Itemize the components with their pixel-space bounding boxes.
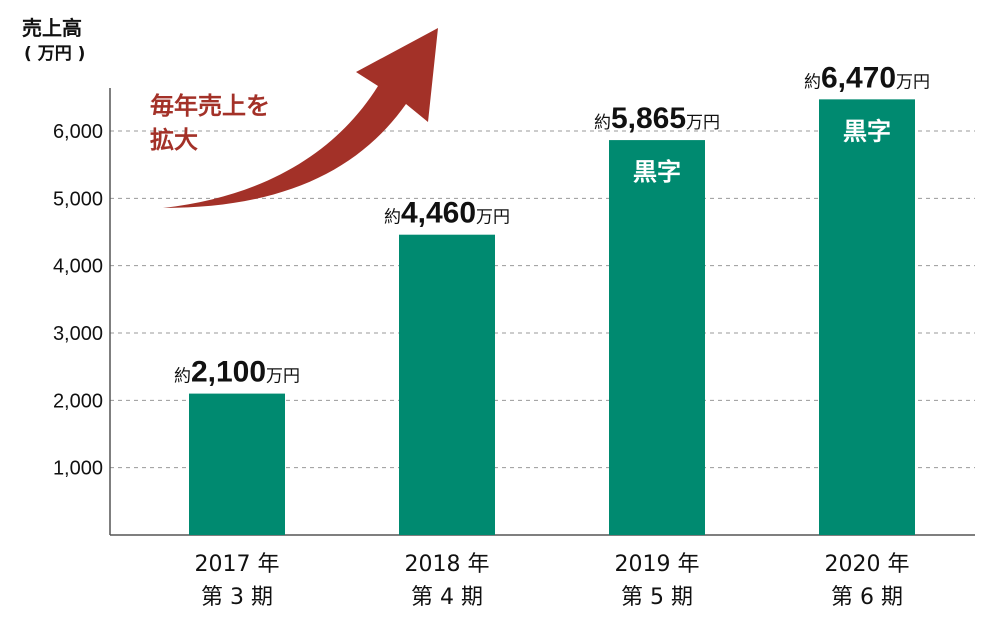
data-label: 約2,100万円 (174, 356, 300, 389)
y-tick-label: 5,000 (53, 188, 103, 210)
x-tick-label-year: 2017 年 (195, 552, 280, 577)
bar (609, 140, 705, 535)
bar-badge: 黒字 (843, 117, 891, 145)
x-tick-label-year: 2019 年 (615, 552, 700, 577)
y-tick-label: 4,000 (53, 256, 103, 278)
y-axis-unit: ( 万円 ) (24, 44, 86, 64)
data-label: 約4,460万円 (384, 197, 510, 230)
growth-arrow (163, 28, 438, 208)
y-axis-title: 売上高 (22, 16, 82, 40)
x-tick-label-year: 2018 年 (405, 552, 490, 577)
x-tick-label-period: 第 4 期 (411, 585, 483, 610)
y-tick-label: 2,000 (53, 390, 103, 412)
y-tick-label: 6,000 (53, 121, 103, 143)
bar (399, 234, 495, 535)
annotation-text: 毎年売上を (150, 92, 270, 120)
x-tick-label-period: 第 3 期 (201, 585, 273, 610)
bar-badge: 黒字 (633, 158, 681, 186)
y-tick-label: 3,000 (53, 323, 103, 345)
x-tick-label-period: 第 6 期 (831, 585, 903, 610)
bar (189, 393, 285, 535)
x-tick-label-year: 2020 年 (825, 552, 910, 577)
data-label: 約5,865万円 (594, 102, 720, 135)
bar (819, 99, 915, 535)
y-tick-label: 1,000 (53, 458, 103, 480)
data-label: 約6,470万円 (804, 61, 930, 94)
annotation-text: 拡大 (150, 126, 198, 154)
x-tick-label-period: 第 5 期 (621, 585, 693, 610)
